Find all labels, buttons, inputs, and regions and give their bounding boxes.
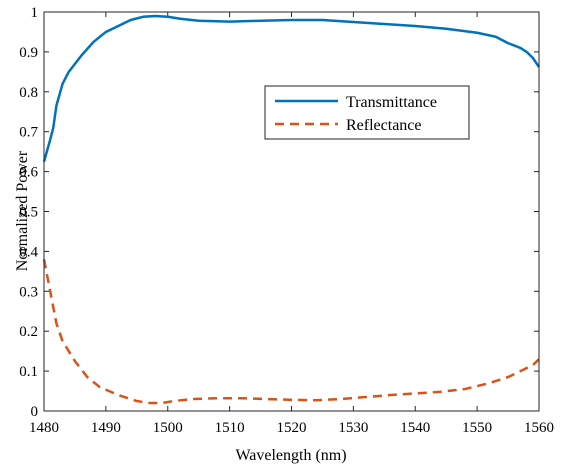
legend-label-transmittance: Transmittance [346,94,437,111]
x-tick-label: 1480 [29,420,59,436]
tick-labels: 1480 1490 1500 1510 1520 1530 1540 1550 1560 0 0.1… [19,5,554,436]
y-tick-label: 0.8 [19,85,38,101]
y-tick-label: 0.4 [19,244,38,260]
x-tick-label: 1520 [277,420,307,436]
x-axis-label: Wavelength (nm) [235,447,346,464]
legend: Transmittance Reflectance [264,85,470,140]
y-tick-label: 0.2 [19,324,38,340]
y-tick-label: 0.7 [19,125,38,141]
plot-frame [43,11,540,412]
series-line-transmittance [42,14,541,162]
y-tick-label: 0.1 [19,364,38,380]
y-tick-label: 0.5 [19,205,38,221]
x-tick-label: 1540 [400,420,430,436]
y-tick-label: 0.3 [19,284,38,300]
y-tick-label: 0 [31,404,39,420]
y-axis-label: Normalized Power [14,150,31,271]
x-tick-label: 1490 [91,420,121,436]
y-tick-label: 1 [31,5,39,21]
legend-label-reflectance: Reflectance [346,117,422,134]
x-tick-label: 1510 [215,420,245,436]
series-layer [42,14,541,405]
series-line-reflectance [42,259,540,405]
y-tick-label: 0.6 [19,165,38,181]
x-tick-label: 1500 [153,420,183,436]
x-tick-label: 1530 [338,420,368,436]
legend-box [264,85,470,140]
x-tick-label: 1550 [462,420,492,436]
x-tick-label: 1560 [524,420,554,436]
plot-area [44,12,539,411]
y-tick-label: 0.9 [19,45,38,61]
